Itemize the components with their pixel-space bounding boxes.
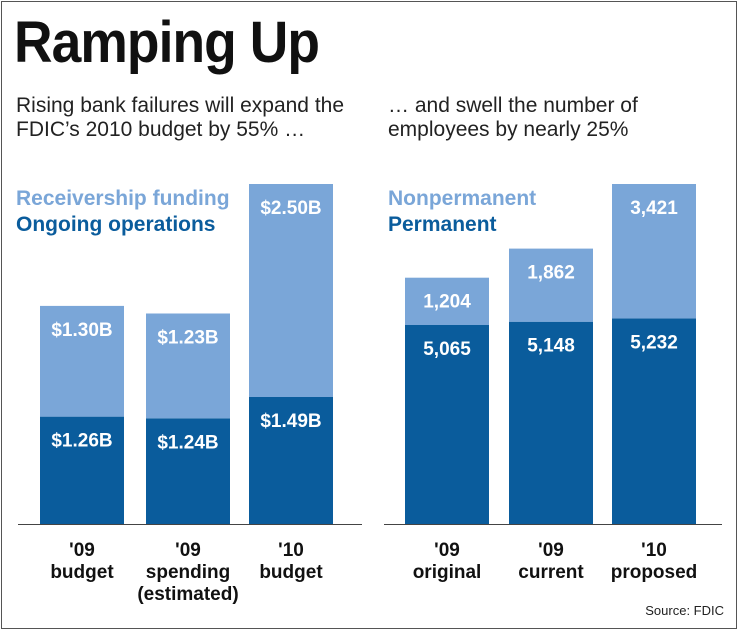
category-label-employees-3-line-1: '10 <box>641 540 667 561</box>
legend-ongoing-operations: Ongoing operations <box>16 213 216 236</box>
source-note: Source: FDIC <box>645 603 724 618</box>
bar-budget-ongoing-operations-2 <box>146 418 230 524</box>
data-label-employees-bottom-3: 5,232 <box>630 332 678 353</box>
bar-budget-receivership-funding-3 <box>249 184 333 397</box>
bar-employees-nonpermanent-1 <box>405 277 489 325</box>
data-label-employees-top-2: 1,862 <box>527 263 575 284</box>
category-label-employees-1-line-1: '09 <box>434 540 460 561</box>
legend-budget: Receivership funding Ongoing operations <box>16 186 230 238</box>
category-label-employees-2-line-1: '09 <box>538 540 564 561</box>
category-label-budget-1-line-1: '09 <box>69 540 95 561</box>
data-label-budget-bottom-2: $1.24B <box>157 432 218 453</box>
legend-nonpermanent: Nonpermanent <box>388 187 537 210</box>
legend-permanent: Permanent <box>388 213 497 236</box>
data-label-employees-top-1: 1,204 <box>423 292 471 313</box>
category-label-employees-2-line-2: current <box>518 562 584 583</box>
bar-budget-ongoing-operations-3 <box>249 397 333 524</box>
chart-title: Ramping Up <box>14 10 320 75</box>
bar-budget-receivership-funding-2 <box>146 313 230 419</box>
bar-employees-permanent-3 <box>612 318 696 524</box>
category-label-budget-3-line-1: '10 <box>278 540 304 561</box>
category-label-employees-1-line-2: original <box>413 562 482 583</box>
subtitle-employees: … and swell the number of employees by n… <box>388 94 638 141</box>
data-label-budget-top-3: $2.50B <box>260 198 321 219</box>
data-label-budget-top-2: $1.23B <box>157 328 218 349</box>
bar-employees-nonpermanent-2 <box>509 248 593 322</box>
data-label-budget-top-1: $1.30B <box>51 320 112 341</box>
category-label-budget-1-line-2: budget <box>50 562 114 583</box>
bar-employees-nonpermanent-3 <box>612 184 696 319</box>
bar-employees-permanent-1 <box>405 325 489 524</box>
category-label-employees-3-line-2: proposed <box>611 562 698 583</box>
category-label-budget-2-line-3: (estimated) <box>137 584 238 605</box>
data-label-employees-bottom-2: 5,148 <box>527 336 575 357</box>
bar-budget-ongoing-operations-1 <box>40 416 124 524</box>
category-label-budget-3-line-2: budget <box>259 562 323 583</box>
category-label-budget-2-line-1: '09 <box>175 540 201 561</box>
category-label-budget-2-line-2: spending <box>146 562 230 583</box>
legend-receivership-funding: Receivership funding <box>16 187 230 210</box>
bar-budget-receivership-funding-1 <box>40 305 124 417</box>
legend-employees: Nonpermanent Permanent <box>388 186 536 238</box>
bar-employees-permanent-2 <box>509 321 593 524</box>
data-label-employees-bottom-1: 5,065 <box>423 339 471 360</box>
subtitle-budget: Rising bank failures will expand the FDI… <box>16 94 345 141</box>
data-label-employees-top-3: 3,421 <box>630 198 678 219</box>
data-label-budget-bottom-3: $1.49B <box>260 411 321 432</box>
data-label-budget-bottom-1: $1.26B <box>51 431 112 452</box>
